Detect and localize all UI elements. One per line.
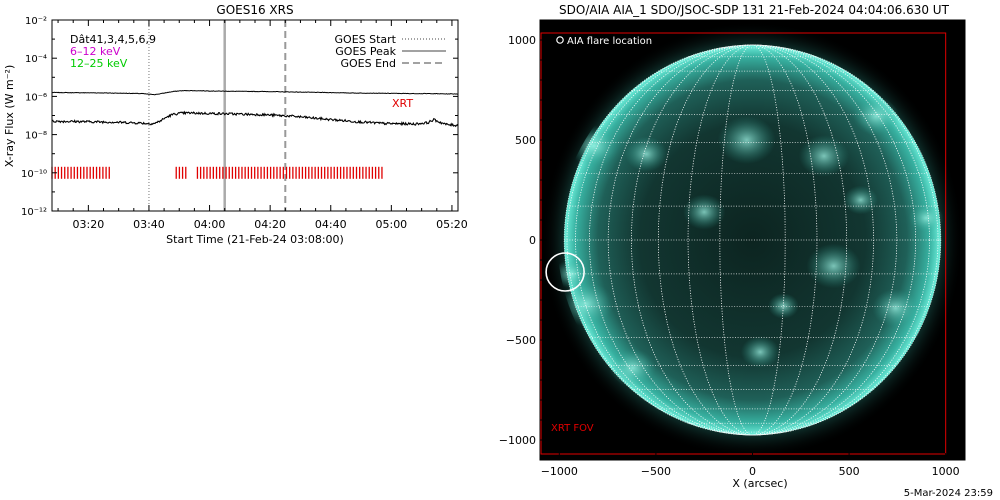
aia-solar-disk-image: [541, 21, 964, 459]
goes-series-short-channel: [51, 110, 459, 128]
aia-bright-region: [908, 203, 944, 233]
aia-bright-region: [682, 194, 726, 230]
goes-x-tick-label: 05:00: [375, 218, 407, 231]
aia-image-panel: SDO/AIA AIA_1 SDO/JSOC-SDP 131 21-Feb-20…: [499, 3, 993, 499]
goes-y-tick-label: 10⁻⁴: [25, 54, 47, 65]
goes-x-tick-label: 03:20: [73, 218, 105, 231]
goes-y-axis-label: X-ray Flux (W m⁻²): [3, 65, 16, 167]
goes-legend-12-25kev: 12–25 keV: [70, 57, 128, 70]
aia-grid-longitude: [566, 44, 939, 436]
aia-bright-region: [625, 136, 668, 172]
goes-series-long-channel: [51, 89, 459, 96]
goes-xrt-label: XRT: [392, 97, 413, 110]
goes-legend-peak: GOES Peak: [335, 45, 396, 58]
goes-x-ticks: 03:20 03:40 04:00 04:20 04:40 05:00 05:20: [57, 20, 468, 231]
aia-grid-limb: [563, 44, 942, 436]
aia-heliographic-grid: [563, 44, 942, 436]
goes-y-ticks: 10⁻¹² 10⁻¹⁰ 10⁻⁸ 10⁻⁶ 10⁻⁴ 10⁻²: [21, 16, 458, 218]
goes-x-tick-label: 04:00: [194, 218, 226, 231]
aia-xrt-fov-label: XRT FOV: [551, 423, 594, 434]
aia-bright-region: [852, 96, 900, 136]
aia-x-tick-label: 1000: [932, 465, 960, 478]
aia-flare-location-circle: [545, 252, 585, 292]
aia-x-tick-label: 500: [839, 465, 860, 478]
goes-plot-area: [51, 20, 459, 211]
aia-bright-region: [740, 336, 780, 368]
aia-y-tick-label: 500: [515, 134, 536, 147]
goes-y-tick-label: 10⁻²: [25, 16, 47, 27]
aia-grid-longitude: [719, 44, 786, 436]
goes-x-tick-label: 04:40: [315, 218, 347, 231]
goes-x-axis-label: Start Time (21-Feb-24 03:08:00): [166, 233, 344, 246]
aia-x-axis-label: X (arcsec): [732, 477, 787, 490]
aia-legend-circle-icon: [556, 36, 564, 44]
goes-x-tick-label: 04:20: [254, 218, 286, 231]
aia-y-tick-label: −1000: [499, 434, 536, 447]
aia-y-tick-label: −500: [506, 334, 536, 347]
aia-bright-region: [557, 259, 589, 289]
aia-legend-text: AIA flare location: [567, 36, 652, 47]
aia-y-tick-label: 1000: [508, 34, 536, 47]
aia-y-tick-label: 0: [529, 234, 536, 247]
aia-bright-region: [798, 135, 850, 177]
aia-bright-region: [806, 243, 861, 289]
aia-bright-region: [717, 116, 776, 164]
goes-x-tick-label: 03:40: [133, 218, 165, 231]
aia-x-tick-label: 0: [749, 465, 756, 478]
aia-x-tick-label: −500: [641, 465, 671, 478]
goes-legend-channels: Dât41,3,4,5,6,9: [70, 33, 156, 46]
aia-bright-region: [609, 348, 656, 388]
goes-y-tick-label: 10⁻¹⁰: [21, 169, 47, 180]
goes-x-tick-label: 05:20: [436, 218, 468, 231]
aia-xrt-fov-box: [540, 32, 947, 455]
goes-legend-end: GOES End: [340, 57, 396, 70]
goes-y-tick-label: 10⁻⁸: [25, 131, 47, 142]
aia-chart-title: SDO/AIA AIA_1 SDO/JSOC-SDP 131 21-Feb-20…: [559, 3, 950, 17]
aia-x-tick-label: −1000: [541, 465, 578, 478]
goes-y-tick-label: 10⁻⁶: [25, 92, 47, 103]
goes-legend-start: GOES Start: [335, 33, 397, 46]
aia-bright-region: [843, 185, 879, 215]
aia-grid-longitude: [657, 44, 848, 436]
goes-chart-title: GOES16 XRS: [216, 3, 293, 17]
aia-bright-region: [872, 288, 919, 328]
goes-xrs-chart: GOES16 XRS Start Time (21-Feb-24 03:08:0…: [3, 3, 468, 246]
goes-legend-6-12kev: 6–12 keV: [70, 45, 121, 58]
aia-axis-ticks: −1000 −1000 −500 −500 0 0 500 500 1000 1000: [499, 34, 960, 478]
figure-footer-date: 5-Mar-2024 23:59: [904, 488, 993, 499]
aia-bright-region: [767, 293, 799, 319]
aia-bright-region: [559, 281, 614, 327]
goes-y-tick-label: 10⁻¹²: [21, 207, 47, 218]
